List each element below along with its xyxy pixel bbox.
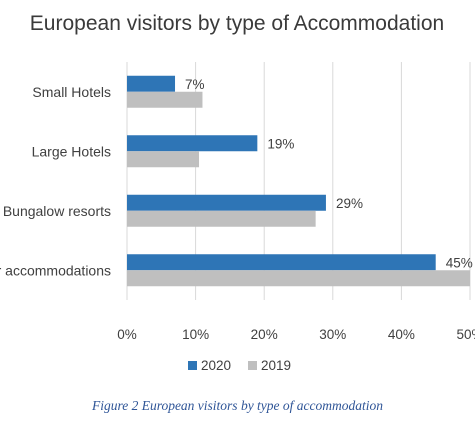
legend: 2020 2019	[188, 358, 291, 373]
x-tick-label: 20%	[251, 327, 278, 342]
category-label: Large Hotels	[32, 143, 111, 159]
bar-2019	[127, 91, 203, 108]
x-tick-label: 30%	[319, 327, 346, 342]
bar-2020	[127, 75, 176, 92]
chart-title: European visitors by type of Accommodati…	[30, 12, 444, 35]
x-axis-ticks: 0% 10% 20% 30% 40% 50%	[117, 327, 475, 342]
bar-2019	[127, 270, 470, 287]
bar-2020	[127, 194, 326, 211]
category-labels: Small Hotels Large Hotels Bungalow resorts…	[0, 84, 111, 279]
bars	[127, 75, 470, 287]
category-label: Small Hotels	[32, 84, 111, 100]
legend-label: 2020	[201, 358, 231, 373]
bar-2020	[127, 135, 258, 152]
bar-2019	[127, 151, 200, 168]
x-tick-label: 0%	[117, 327, 137, 342]
bar-2020	[127, 254, 436, 271]
data-label: 7%	[185, 77, 205, 92]
legend-swatch	[248, 361, 257, 370]
data-label: 19%	[267, 136, 294, 151]
data-labels: 7% 19% 29% 45%	[185, 77, 473, 271]
bar-2019	[127, 210, 316, 227]
data-label: 45%	[446, 255, 473, 270]
legend-swatch	[188, 361, 197, 370]
legend-label: 2019	[261, 358, 291, 373]
x-tick-label: 40%	[388, 327, 415, 342]
category-label: Other accommodations	[0, 262, 111, 278]
x-tick-label: 50%	[456, 327, 475, 342]
data-label: 29%	[336, 196, 363, 211]
x-tick-label: 10%	[182, 327, 209, 342]
figure-caption: Figure 2 European visitors by type of ac…	[91, 398, 384, 413]
category-label: Bungalow resorts	[3, 203, 111, 219]
